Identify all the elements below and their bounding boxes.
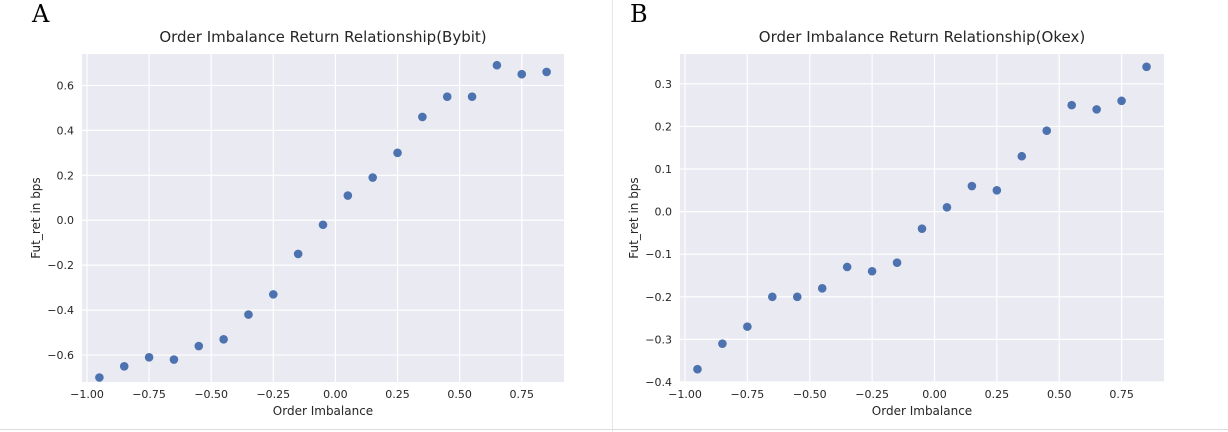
data-point (244, 310, 253, 319)
y-tick-label: 0.0 (655, 206, 673, 219)
scatter-chart-bybit: −1.00 −0.75 −0.50 −0.25 0.00 0.25 0.50 0.75 −0.6… (29, 28, 564, 418)
y-tick-label: −0.4 (645, 376, 672, 389)
x-tick-label: −0.25 (256, 388, 290, 401)
data-point (867, 266, 877, 276)
data-point (817, 283, 827, 293)
x-tick-label: −1.00 (668, 388, 702, 401)
y-tick-label: 0.2 (655, 120, 673, 133)
data-point (169, 355, 179, 364)
y-tick-label: −0.1 (645, 248, 672, 261)
x-tick-label: 0.50 (1047, 388, 1072, 401)
data-point (1142, 62, 1151, 72)
y-tick-label: 0.1 (655, 163, 673, 176)
data-point (693, 364, 702, 374)
chart-panel-b: B −1.00 −0.75 −0.50 −0.25 0.00 0.25 0.50 0.75 −0… (614, 0, 1228, 432)
data-point (992, 186, 1002, 195)
data-point (343, 191, 353, 200)
data-point (942, 203, 952, 212)
x-tick-label: 0.50 (447, 388, 472, 401)
bottom-border (0, 429, 1228, 430)
y-tick-label: −0.6 (47, 349, 74, 362)
x-tick-label: −0.25 (855, 388, 889, 401)
data-point (768, 292, 777, 302)
data-point (318, 220, 328, 230)
data-point (219, 335, 228, 344)
panel-letter-a: A (32, 0, 50, 28)
y-axis-label: Fut_ret in bps (29, 177, 43, 258)
data-point (1067, 100, 1076, 110)
chart-panel-a: A −1.00 −0.75 −0.50 −0.25 0.00 0.25 0.50 0.75 −0… (29, 0, 564, 418)
x-tick-label: 0.00 (922, 388, 947, 401)
x-tick-label: 0.25 (385, 388, 410, 401)
data-point (542, 67, 551, 77)
data-point (792, 292, 802, 302)
data-point (967, 181, 977, 191)
plot-area (82, 54, 564, 382)
x-tick-label: −0.75 (132, 388, 166, 401)
y-axis-label: Fut_ret in bps (627, 177, 641, 258)
chart-title: Order Imbalance Return Relationship(Okex… (759, 28, 1085, 46)
data-point (269, 290, 278, 299)
y-tick-label: 0.0 (57, 214, 75, 227)
data-point (718, 339, 727, 348)
x-tick-label: −0.50 (194, 388, 228, 401)
x-axis-label: Order Imbalance (273, 404, 373, 418)
x-tick-label: 0.25 (985, 388, 1010, 401)
data-point (393, 148, 402, 158)
data-point (917, 224, 927, 233)
data-point (442, 92, 452, 101)
y-tick-label: −0.4 (47, 304, 74, 317)
y-tick-label: −0.2 (645, 291, 672, 304)
data-point (1042, 126, 1052, 135)
panel-letter-b: B (630, 0, 648, 28)
x-tick-label: −0.75 (731, 388, 765, 401)
y-tick-label: 0.3 (655, 78, 673, 91)
x-tick-label: −1.00 (70, 388, 104, 401)
data-point (144, 352, 154, 362)
data-point (194, 341, 204, 351)
data-point (1117, 96, 1126, 106)
panel-divider (612, 0, 613, 432)
x-tick-label: 0.75 (510, 388, 535, 401)
data-point (492, 60, 502, 70)
data-point (842, 262, 852, 272)
y-tick-label: −0.2 (47, 259, 74, 272)
data-point (368, 173, 377, 182)
x-tick-label: 0.00 (323, 388, 348, 401)
x-tick-label: −0.50 (793, 388, 827, 401)
data-point (95, 373, 104, 382)
data-point (517, 69, 527, 79)
data-point (467, 92, 477, 101)
data-point (892, 258, 902, 268)
y-tick-label: 0.4 (57, 124, 75, 137)
scatter-chart-okex: −1.00 −0.75 −0.50 −0.25 0.00 0.25 0.50 0.75 −0.4… (627, 28, 1164, 418)
chart-title: Order Imbalance Return Relationship(Bybi… (159, 28, 486, 46)
data-point (1017, 151, 1027, 161)
y-tick-label: 0.6 (57, 79, 75, 92)
data-point (293, 249, 303, 259)
data-point (1092, 105, 1101, 114)
x-tick-label: 0.75 (1109, 388, 1134, 401)
plot-area (680, 54, 1164, 382)
y-tick-label: 0.2 (57, 169, 75, 182)
x-axis-label: Order Imbalance (872, 404, 972, 418)
data-point (119, 361, 129, 371)
y-tick-label: −0.3 (645, 333, 672, 346)
data-point (418, 112, 427, 122)
data-point (743, 322, 752, 331)
